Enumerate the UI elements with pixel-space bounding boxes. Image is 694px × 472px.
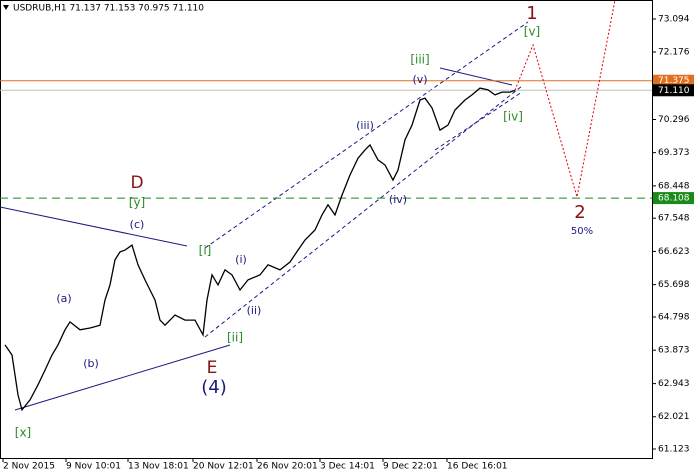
wave-label: (4) <box>201 377 227 398</box>
level-label: 71.110 <box>658 86 690 96</box>
wave-label: [v] <box>524 25 540 39</box>
wave-label: (b) <box>83 357 99 370</box>
y-tick-label: 65.698 <box>658 280 690 290</box>
wave-label: [i] <box>199 244 212 258</box>
wave-label: [x] <box>15 426 31 440</box>
channel-line <box>204 21 529 249</box>
level-label: 71.375 <box>658 76 690 86</box>
x-tick-label: 9 Nov 10:01 <box>66 462 121 472</box>
x-tick-label: 20 Nov 12:01 <box>193 462 254 472</box>
y-tick-label: 73.094 <box>658 15 690 25</box>
wave-label: E <box>207 358 218 378</box>
y-tick-label: 69.373 <box>658 148 690 158</box>
y-tick-label: 61.123 <box>658 444 690 454</box>
x-tick-label: 2 Nov 2015 <box>3 462 55 472</box>
x-tick-label: 26 Nov 20:01 <box>257 462 318 472</box>
wave-label: [iii] <box>410 53 429 67</box>
y-tick-label: 66.623 <box>658 247 690 257</box>
wave-label: 1 <box>526 3 537 24</box>
y-tick-label: 62.021 <box>658 412 690 422</box>
wave-label: (a) <box>56 292 71 305</box>
price-line <box>4 87 516 412</box>
wave-label: [iv] <box>503 110 523 124</box>
wave-label: [y] <box>129 196 145 210</box>
channel-line <box>434 91 523 151</box>
menu-arrow[interactable] <box>3 5 9 10</box>
y-tick-label: 64.798 <box>658 312 690 322</box>
trend-line <box>14 344 231 411</box>
wave-label: (ii) <box>247 304 262 317</box>
wave-label: (iv) <box>389 193 407 206</box>
forecast-line <box>514 0 616 198</box>
y-tick-label: 72.176 <box>658 47 690 57</box>
wave-label: [ii] <box>227 331 243 345</box>
x-tick-label: 3 Dec 14:01 <box>320 462 375 472</box>
trend-line <box>0 206 188 247</box>
wave-label: (v) <box>412 73 427 86</box>
wave-label: 50% <box>571 226 593 237</box>
chart-title: USDRUB,H1 71.137 71.153 70.975 71.110 <box>13 4 204 14</box>
y-tick-label: 67.548 <box>658 214 690 224</box>
level-marker <box>653 84 694 97</box>
x-tick-label: 13 Nov 18:01 <box>128 462 189 472</box>
y-tick-label: 70.296 <box>658 115 690 125</box>
level-marker <box>653 192 694 205</box>
channel-line <box>204 85 523 338</box>
y-tick-label: 63.873 <box>658 346 690 356</box>
level-marker <box>653 74 694 87</box>
wave-label: (c) <box>130 218 145 231</box>
trend-line <box>439 67 513 86</box>
y-tick-label: 62.943 <box>658 379 690 389</box>
x-tick-label: 16 Dec 16:01 <box>447 462 508 472</box>
y-tick-label: 68.448 <box>658 181 690 191</box>
wave-label: 2 <box>574 202 585 223</box>
x-tick-label: 9 Dec 22:01 <box>383 462 438 472</box>
wave-label: (i) <box>235 253 247 266</box>
plot-frame <box>0 0 653 459</box>
wave-label: D <box>130 173 143 193</box>
wave-lines <box>0 21 529 411</box>
wave-label: (iii) <box>356 119 374 132</box>
level-label: 68.108 <box>658 194 690 204</box>
